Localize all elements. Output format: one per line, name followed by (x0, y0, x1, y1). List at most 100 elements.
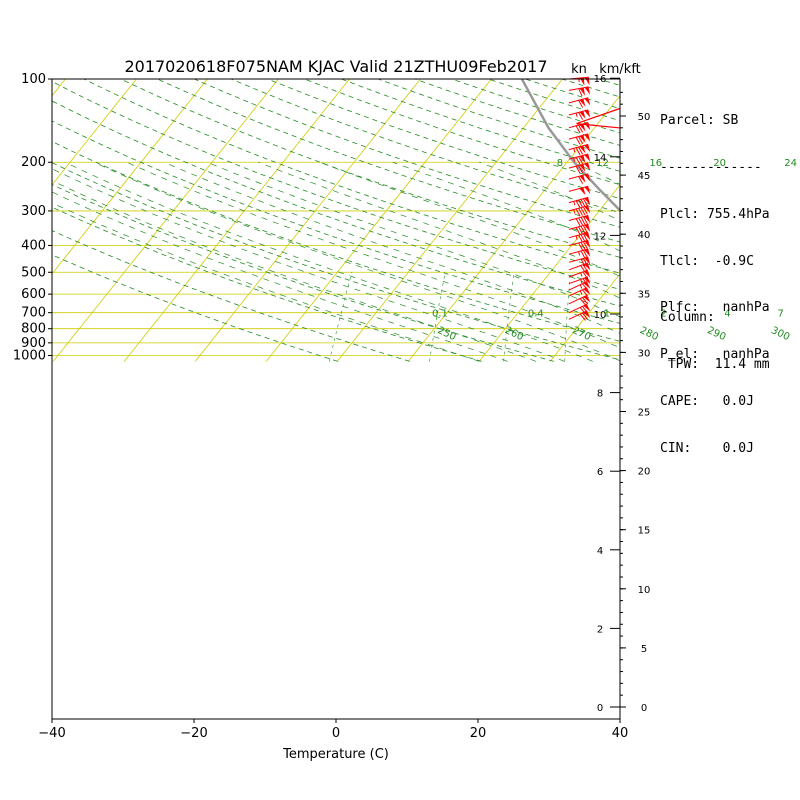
barb-staff (568, 109, 589, 116)
barb-flag (580, 258, 586, 267)
barb-pennant (584, 144, 591, 153)
barb-half-flag (579, 284, 583, 289)
cape-line: CAPE: 0.0J (660, 393, 754, 409)
wind-barb (568, 232, 591, 243)
barb-flag (575, 147, 581, 156)
dry-adiabat (157, 79, 620, 243)
barb-pennant (584, 133, 591, 142)
barb-pennant (584, 162, 591, 171)
barb-flag (582, 216, 588, 225)
moist-adiabat (392, 161, 620, 252)
mixing-ratio-line (630, 272, 631, 361)
isotherm-line (52, 79, 137, 186)
parcel-line: Parcel: SB (660, 113, 739, 129)
kft-tick-label: 45 (638, 171, 651, 182)
moist-adiabat (64, 161, 593, 362)
y-tick-label: 500 (21, 265, 46, 280)
barb-pennant (583, 263, 591, 271)
barb-flag (575, 157, 581, 165)
wind-barb (568, 205, 591, 217)
kft-tick-label: 35 (638, 289, 651, 300)
barb-pennant (583, 310, 591, 319)
wind-barb (568, 162, 591, 174)
barb-staff (568, 196, 589, 204)
barb-staff (568, 214, 589, 221)
barb-flag (575, 218, 581, 227)
dry-adiabat (52, 162, 620, 361)
barb-flag (580, 265, 586, 273)
kft-tick-label: 0 (641, 703, 647, 714)
barb-half-flag (573, 209, 576, 214)
dry-adiabat (52, 184, 554, 362)
barb-pennant (584, 186, 591, 194)
barb-pennant (584, 97, 591, 106)
plcl-line: Plcl: 755.4hPa (660, 206, 770, 222)
barb-pennant (579, 99, 586, 107)
barb-flag (580, 234, 586, 242)
barb-flag (582, 278, 589, 286)
wind-barb (568, 262, 591, 273)
x-tick-label: −20 (180, 726, 207, 741)
wind-barb (568, 248, 591, 259)
mixing-ratio-label: 12 (596, 158, 609, 169)
dry-adiabat (52, 254, 338, 362)
tpw-line: TPW: 11.4 mm (660, 356, 770, 372)
barb-half-flag (580, 279, 583, 284)
wind-barb (568, 86, 590, 97)
barb-pennant (584, 240, 591, 249)
barb-flag (575, 227, 581, 235)
barb-flag (582, 289, 589, 297)
parcel-separator: ------------- (660, 159, 762, 175)
barb-flag (578, 100, 584, 108)
parcel-parameters: Parcel: SB ------------- Plcl: 755.4hPa … (660, 82, 770, 472)
barb-flag (582, 250, 588, 258)
barb-pennant (579, 155, 586, 163)
barb-flag (582, 241, 588, 250)
barb-flag (575, 200, 581, 209)
barb-half-flag (580, 272, 583, 277)
km-tick-label: 0 (597, 703, 603, 714)
moist-adiabat (207, 161, 620, 318)
barb-pennant (579, 164, 586, 172)
grid-lines (52, 79, 631, 362)
barb-flag (580, 250, 586, 259)
y-tick-label: 600 (21, 287, 46, 302)
wind-barb (568, 303, 591, 315)
barb-pennant (584, 173, 591, 182)
mixing-ratio-line (329, 272, 353, 362)
wind-barb (568, 276, 591, 286)
plot-frame (51, 78, 621, 720)
km-tick-label: 2 (597, 624, 603, 635)
barb-flag (580, 217, 586, 225)
km-tick-label: 10 (594, 310, 607, 321)
barb-flag (575, 136, 581, 145)
barb-half-flag (579, 290, 583, 295)
barb-pennant (584, 257, 591, 265)
barb-flag (578, 176, 584, 184)
moist-adiabat (126, 161, 620, 349)
pel-line: P_el: nanhPa (660, 347, 770, 363)
y-tick-label: 800 (21, 322, 46, 337)
barb-staff (568, 248, 589, 255)
wind-barb (568, 294, 591, 306)
barb-flag (582, 271, 589, 279)
barb-pennant (584, 205, 591, 214)
theta-label: 270 (570, 325, 592, 343)
wind-barb (568, 122, 591, 134)
km-tick-label: 8 (597, 389, 603, 400)
barb-staff (568, 133, 589, 140)
mixing-ratio-label: 1 (604, 309, 610, 320)
theta-label: 280 (638, 325, 660, 343)
tlcl-line: Tlcl: -0.9C (660, 253, 754, 269)
x-tick-label: −40 (38, 726, 65, 741)
plfc-line: Plfc: nanhPa (660, 300, 770, 316)
isotherm-line (123, 79, 350, 362)
km-tick-label: 12 (594, 231, 607, 242)
wind-barb (568, 173, 591, 184)
theta-label: 300 (769, 325, 791, 343)
barb-staff (568, 185, 589, 192)
parcel-path (520, 79, 620, 213)
x-axis-label: Temperature (C) (282, 747, 389, 762)
barb-staff (568, 143, 589, 151)
